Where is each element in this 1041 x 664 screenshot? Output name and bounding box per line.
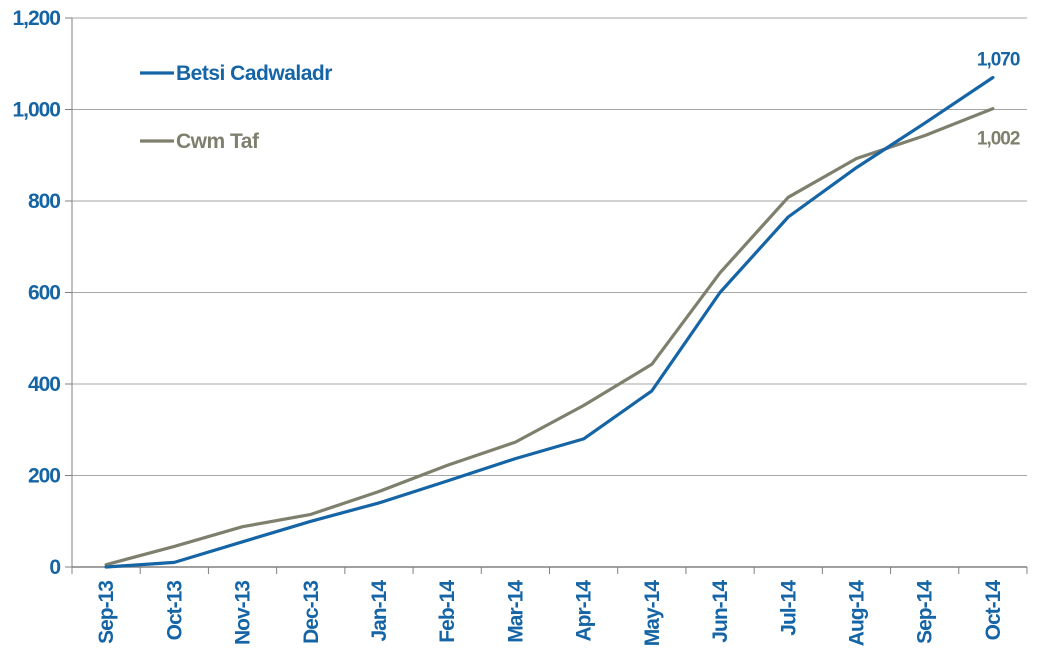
y-tick-label: 200 <box>28 465 60 488</box>
x-tick-label: Oct-14 <box>982 580 1005 641</box>
x-tick-label: Apr-14 <box>573 580 596 642</box>
x-tick-label: Jun-14 <box>709 580 732 643</box>
x-tick-label: Oct-13 <box>163 581 186 641</box>
x-tick-label: Mar-14 <box>504 580 527 643</box>
axes <box>65 17 1028 574</box>
y-tick-label: 0 <box>49 556 60 579</box>
y-tick-label: 600 <box>28 282 60 305</box>
legend-label: Betsi Cadwaladr <box>176 62 332 85</box>
x-tick-label: Jul-14 <box>777 580 800 636</box>
y-tick-label: 1,200 <box>12 7 60 30</box>
data-labels: 1,070 1,002 <box>977 49 1021 150</box>
x-tick-label: Nov-13 <box>232 581 255 645</box>
x-tick-label: Jan-14 <box>368 580 391 642</box>
series-line <box>104 75 995 569</box>
series-line <box>104 106 995 567</box>
series-lines <box>104 75 995 569</box>
y-axis-ticks: 0 200 400 600 800 1,000 1,200 <box>12 7 61 579</box>
y-tick-label: 1,000 <box>12 99 60 122</box>
legend: Betsi Cadwaladr Cwm Taf <box>140 62 333 153</box>
legend-entry: Cwm Taf <box>140 130 260 153</box>
x-tick-label: Sep-14 <box>914 580 937 644</box>
x-axis-ticks: Sep-13 Oct-13 Nov-13 Dec-13 Jan-14 Feb-14 Mar-… <box>95 580 1005 647</box>
gridlines <box>72 17 1027 476</box>
x-tick-label: Aug-14 <box>845 580 868 646</box>
x-tick-label: Dec-13 <box>300 581 323 644</box>
y-tick-label: 400 <box>28 373 60 396</box>
legend-entry: Betsi Cadwaladr <box>140 62 333 85</box>
x-tick-label: Sep-13 <box>95 581 118 644</box>
legend-label: Cwm Taf <box>176 130 260 153</box>
y-tick-label: 800 <box>28 190 60 213</box>
end-data-label: 1,070 <box>977 49 1020 70</box>
end-data-label: 1,002 <box>977 129 1020 150</box>
x-tick-label: Feb-14 <box>436 580 459 643</box>
x-tick-label: May-14 <box>641 580 664 647</box>
